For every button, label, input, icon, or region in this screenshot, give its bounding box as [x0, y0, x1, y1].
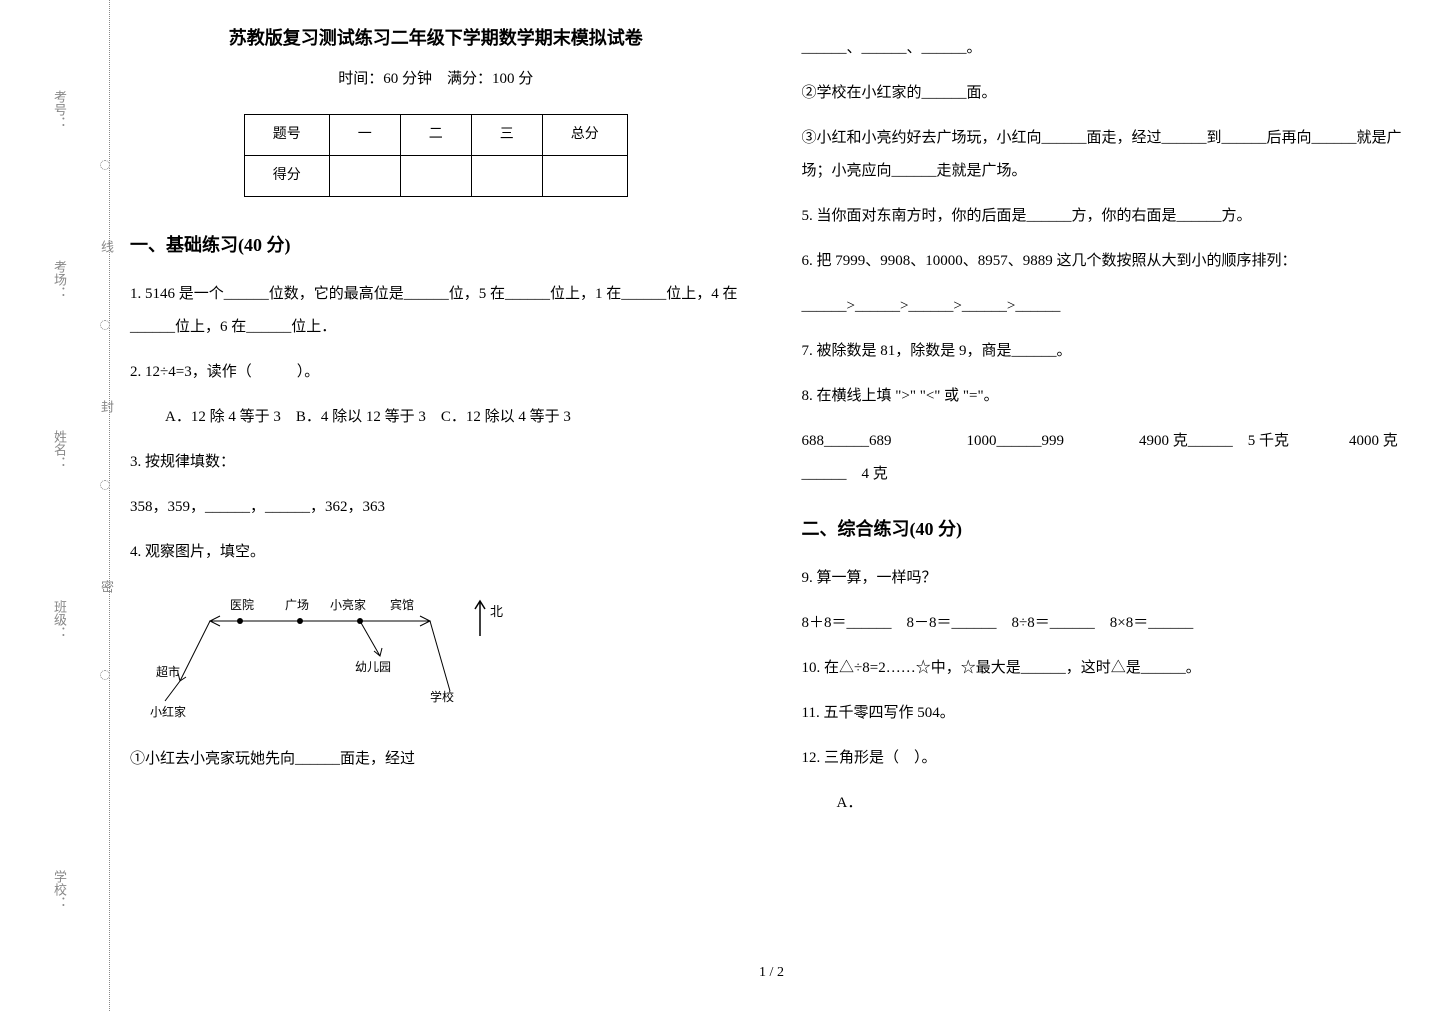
score-cell [400, 156, 471, 197]
sidebar-circle [100, 480, 110, 490]
map-label-xiaoliang: 小亮家 [330, 597, 366, 612]
sidebar-label-class: 班级： [50, 600, 69, 639]
question-4-sub1b: ______、______、______。 [802, 32, 1414, 65]
map-label-hospital: 医院 [230, 598, 254, 612]
section-2-title: 二、综合练习(40 分) [802, 511, 1414, 547]
question-6: 6. 把 7999、9908、10000、8957、9889 这几个数按照从大到… [802, 245, 1414, 278]
question-2: 2. 12÷4=3，读作（ ）。 [130, 356, 742, 389]
table-row: 题号 一 二 三 总分 [244, 115, 627, 156]
map-label-supermarket: 超市 [156, 664, 180, 679]
content-area: 苏教版复习测试练习二年级下学期数学期末模拟试卷 时间：60 分钟 满分：100 … [130, 20, 1413, 991]
question-9-line: 8＋8＝______ 8－8＝______ 8÷8＝______ 8×8＝___… [802, 607, 1414, 640]
sidebar-word-secret: 密 [97, 580, 116, 593]
question-5: 5. 当你面对东南方时，你的后面是______方，你的右面是______方。 [802, 200, 1414, 233]
sidebar-word-seal: 封 [97, 400, 116, 413]
sidebar-label-exam-id: 考号： [50, 90, 69, 129]
section-1-title: 一、基础练习(40 分) [130, 227, 742, 263]
question-8-line1: 688______689 1000______999 4900 克______ … [802, 425, 1414, 491]
table-row: 得分 [244, 156, 627, 197]
score-cell [542, 156, 627, 197]
score-header-3: 三 [471, 115, 542, 156]
map-diagram: 医院 广场 小亮家 宾馆 北 幼儿园 超市 学校 小红家 [150, 581, 742, 731]
map-label-xiaohong: 小红家 [150, 704, 186, 719]
question-12-a: A． [822, 787, 1414, 820]
left-column: 苏教版复习测试练习二年级下学期数学期末模拟试卷 时间：60 分钟 满分：100 … [130, 20, 742, 832]
question-9: 9. 算一算，一样吗？ [802, 562, 1414, 595]
question-3: 3. 按规律填数： [130, 446, 742, 479]
score-table: 题号 一 二 三 总分 得分 [244, 114, 628, 197]
score-header-1: 一 [329, 115, 400, 156]
paper-title: 苏教版复习测试练习二年级下学期数学期末模拟试卷 [130, 20, 742, 56]
score-row-label: 得分 [244, 156, 329, 197]
question-10: 10. 在△÷8=2……☆中，☆最大是______，这时△是______。 [802, 652, 1414, 685]
score-cell [471, 156, 542, 197]
question-2-options: A．12 除 4 等于 3 B．4 除以 12 等于 3 C．12 除以 4 等… [150, 401, 742, 434]
map-label-kindergarten: 幼儿园 [355, 660, 391, 674]
sidebar-word-line: 线 [97, 240, 116, 253]
sidebar-label-room: 考场： [50, 260, 69, 299]
question-4-sub2: ②学校在小红家的______面。 [802, 77, 1414, 110]
page-number: 1 / 2 [759, 965, 784, 981]
score-header-label: 题号 [244, 115, 329, 156]
question-7: 7. 被除数是 81，除数是 9，商是______。 [802, 335, 1414, 368]
map-label-school: 学校 [430, 689, 454, 704]
sidebar-circle [100, 160, 110, 170]
question-1: 1. 5146 是一个______位数，它的最高位是______位，5 在___… [130, 278, 742, 344]
binding-sidebar: 考号： 考场： 姓名： 班级： 学校： 线 封 密 [0, 0, 110, 1011]
right-column: ______、______、______。 ②学校在小红家的______面。 ③… [802, 20, 1414, 832]
sidebar-label-name: 姓名： [50, 430, 69, 469]
paper-subtitle: 时间：60 分钟 满分：100 分 [130, 64, 742, 94]
map-label-hotel: 宾馆 [390, 597, 414, 612]
question-12: 12. 三角形是（ ）。 [802, 742, 1414, 775]
question-4-sub1: ①小红去小亮家玩她先向______面走，经过 [130, 743, 742, 776]
question-6-answer: ______>______>______>______>______ [802, 290, 1414, 323]
question-3-sequence: 358，359，______，______，362，363 [130, 491, 742, 524]
map-label-factory: 广场 [285, 598, 309, 612]
sidebar-circle [100, 670, 110, 680]
score-header-2: 二 [400, 115, 471, 156]
question-8: 8. 在横线上填 ">" "<" 或 "="。 [802, 380, 1414, 413]
score-header-total: 总分 [542, 115, 627, 156]
question-11: 11. 五千零四写作 504。 [802, 697, 1414, 730]
two-column-layout: 苏教版复习测试练习二年级下学期数学期末模拟试卷 时间：60 分钟 满分：100 … [130, 20, 1413, 832]
question-4-sub3: ③小红和小亮约好去广场玩，小红向______面走，经过______到______… [802, 122, 1414, 188]
map-label-north: 北 [490, 604, 503, 619]
score-cell [329, 156, 400, 197]
sidebar-circle [100, 320, 110, 330]
sidebar-label-school: 学校： [50, 870, 69, 909]
question-4: 4. 观察图片，填空。 [130, 536, 742, 569]
map-svg: 医院 广场 小亮家 宾馆 北 幼儿园 超市 学校 小红家 [150, 581, 530, 731]
